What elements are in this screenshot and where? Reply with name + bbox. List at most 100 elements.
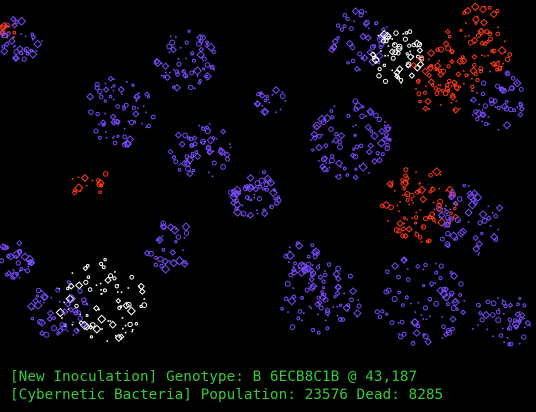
bacterium-cell <box>481 232 483 234</box>
bacterium-cell <box>467 74 469 76</box>
bacterium-cell <box>339 304 341 306</box>
bacterium-cell <box>203 68 205 70</box>
bacterium-cell <box>76 282 83 289</box>
bacterium-cell <box>329 127 333 131</box>
bacterium-cell <box>107 320 109 322</box>
bacterium-cell <box>121 93 123 95</box>
bacterium-cell <box>416 265 419 268</box>
bacterium-cell <box>420 209 422 211</box>
bacterium-cell <box>460 29 462 31</box>
bacterium-cell <box>392 263 398 269</box>
bacterium-cell <box>26 52 29 55</box>
bacterium-cell <box>522 335 526 339</box>
bacterium-cell <box>307 255 310 258</box>
bacterium-cell <box>305 288 309 292</box>
bacterium-cell <box>453 109 455 111</box>
bacterium-cell <box>173 155 175 157</box>
bacterium-cell <box>446 303 449 306</box>
bacterium-cell <box>384 55 386 57</box>
bacterium-cell <box>398 210 400 212</box>
bacterium-cell <box>113 277 116 280</box>
bacterium-cell <box>21 253 28 260</box>
bacterium-cell <box>463 11 466 14</box>
bacterium-cell <box>311 307 313 309</box>
bacterium-cell <box>350 288 357 295</box>
bacterium-cell <box>318 160 320 162</box>
bacterium-cell <box>499 308 501 310</box>
bacterium-cell <box>442 325 446 329</box>
bacterium-cell <box>212 137 214 139</box>
bacterium-cell <box>424 263 427 266</box>
bacterium-cell <box>360 33 366 39</box>
bacterium-cell <box>335 276 337 278</box>
bacterium-cell <box>179 164 181 166</box>
bacterium-cell <box>13 23 15 25</box>
bacterium-cell <box>103 289 106 292</box>
bacterium-cell <box>115 285 118 288</box>
bacterium-cell <box>138 92 140 94</box>
bacterium-cell <box>99 136 102 139</box>
bacterium-cell <box>498 229 500 231</box>
bacterium-cell <box>327 263 331 267</box>
bacterium-cell <box>212 161 216 165</box>
bacterium-cell <box>248 196 250 198</box>
bacterium-cell <box>477 325 479 327</box>
bacterium-cell <box>417 92 421 96</box>
bacterium-cell <box>193 59 196 62</box>
bacterium-cell <box>445 205 447 207</box>
bacterium-cell <box>257 93 260 96</box>
bacteria-simulation-field[interactable] <box>0 0 536 360</box>
bacterium-cell <box>496 310 500 314</box>
bacterium-cell <box>67 330 69 332</box>
bacterium-cell <box>206 75 208 77</box>
bacterium-cell <box>443 91 448 96</box>
bacterium-cell <box>317 331 320 334</box>
bacterium-cell <box>504 41 506 43</box>
bacterium-cell <box>365 124 371 130</box>
bacterium-cell <box>298 267 300 269</box>
bacterium-cell <box>402 304 405 307</box>
bacterium-cell <box>422 68 428 74</box>
bacterium-cell <box>370 130 373 133</box>
bacterium-cell <box>178 58 180 60</box>
bacterium-cell <box>424 91 427 94</box>
bacterium-cell <box>13 46 15 48</box>
bacterium-cell <box>403 37 407 41</box>
bacterium-cell <box>440 174 442 176</box>
bacterium-cell <box>389 139 391 141</box>
bacterium-cell <box>496 318 501 323</box>
bacterium-cell <box>355 145 358 148</box>
bacterium-cell <box>7 35 9 37</box>
bacteria-colony <box>145 221 190 273</box>
bacterium-cell <box>450 232 457 240</box>
bacterium-cell <box>263 171 266 174</box>
bacterium-cell <box>445 85 447 87</box>
bacterium-cell <box>484 55 486 57</box>
bacterium-cell <box>519 311 521 313</box>
bacterium-cell <box>230 147 232 149</box>
bacterium-cell <box>99 95 103 99</box>
bacterium-cell <box>135 323 137 325</box>
bacterium-cell <box>244 185 246 187</box>
bacterium-cell <box>78 289 82 293</box>
bacterium-cell <box>147 124 150 127</box>
bacterium-cell <box>301 296 304 299</box>
bacterium-cell <box>416 212 418 214</box>
bacterium-cell <box>338 318 342 322</box>
bacterium-cell <box>456 308 458 310</box>
bacterium-cell <box>86 185 88 187</box>
bacterium-cell <box>378 315 381 318</box>
bacterium-cell <box>386 313 388 315</box>
bacterium-cell <box>12 36 14 38</box>
bacterium-cell <box>101 293 103 295</box>
bacterium-cell <box>347 114 350 117</box>
bacterium-cell <box>86 315 88 317</box>
bacterium-cell <box>463 184 465 186</box>
bacterium-cell <box>313 249 315 251</box>
bacterium-cell <box>116 105 120 109</box>
bacterium-cell <box>423 285 425 287</box>
bacterium-cell <box>263 209 265 211</box>
bacterium-cell <box>399 79 403 83</box>
bacterium-cell <box>13 37 15 39</box>
bacterium-cell <box>313 255 317 259</box>
